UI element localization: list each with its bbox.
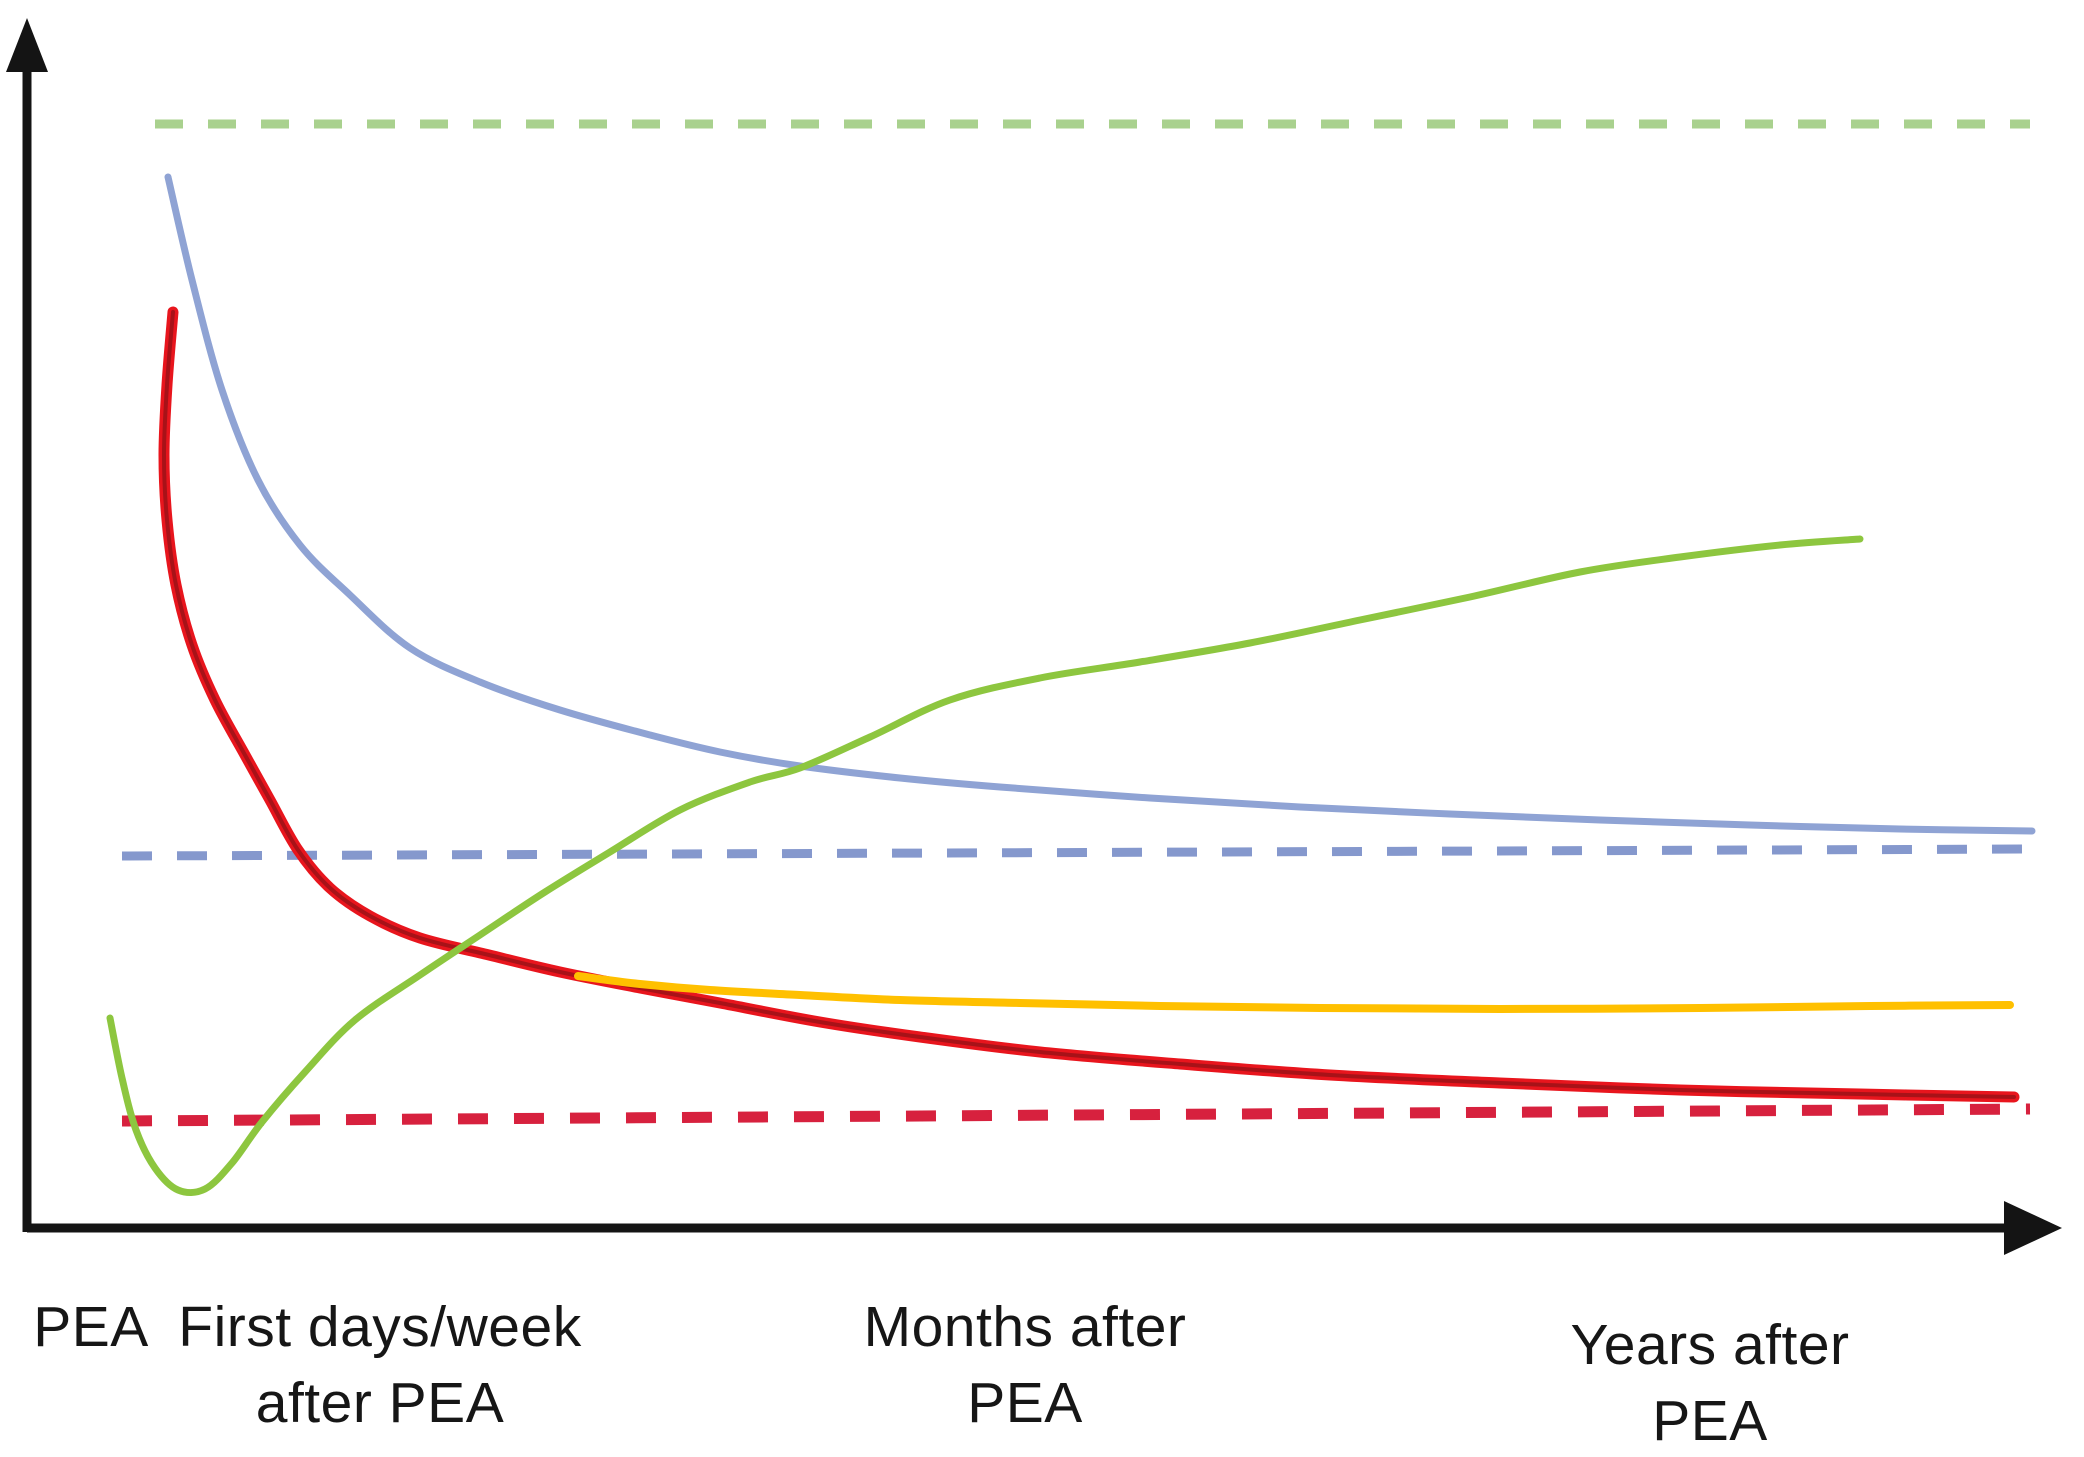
x-axis-label-years-after: Years after PEA	[1570, 1313, 1850, 1453]
red-solid-curve-core	[162, 310, 2016, 1099]
x-axis-label-pea: PEA	[33, 1295, 149, 1359]
red-solid-curve	[158, 306, 2020, 1103]
x-axis-label-months-after: Months after PEA	[863, 1295, 1187, 1435]
x-axis-label-first-days-week: First days/week after PEA	[178, 1295, 582, 1435]
green-solid-curve	[106, 535, 1864, 1196]
orange-solid-curve	[574, 972, 2014, 1013]
y-axis-arrowhead-icon	[6, 18, 48, 72]
blue-dashed-baseline	[121, 844, 2037, 861]
red-dashed-floor	[121, 1103, 2031, 1127]
blue-solid-curve	[164, 173, 2036, 835]
x-axis-arrowhead-icon	[2004, 1201, 2062, 1255]
